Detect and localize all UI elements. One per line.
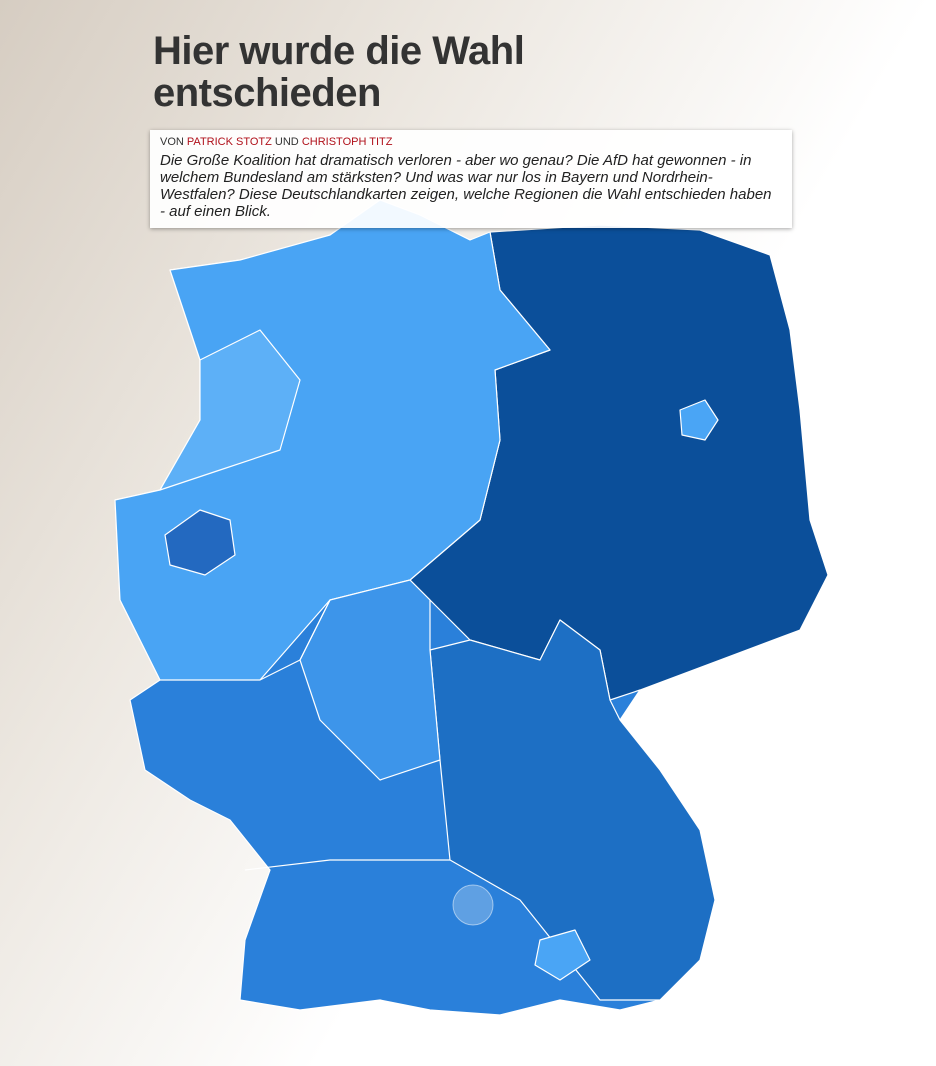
intro-text: Die Große Koalition hat dramatisch verlo… [160,152,772,220]
region-berlin [679,399,719,441]
author-link[interactable]: CHRISTOPH TITZ [301,136,393,148]
map-regions [114,199,829,1016]
border-line [244,859,450,871]
byline-prefix: VON [160,136,184,148]
intro-box: VON PATRICK STOTZ UND CHRISTOPH TITZ Die… [150,130,792,228]
map-marker[interactable] [452,884,494,926]
region-hessen [299,579,441,781]
byline: VON PATRICK STOTZ UND CHRISTOPH TITZ [160,136,780,148]
title: Hier wurde die Wahl entschieden [153,29,525,115]
byline-joiner: UND [274,136,299,148]
author-link[interactable]: PATRICK STOTZ [186,136,272,148]
region-munich [534,929,591,981]
border-line [259,599,331,681]
region-west-light [159,329,301,491]
region-ruhr [164,509,236,576]
region-south-bavaria [429,619,716,1001]
